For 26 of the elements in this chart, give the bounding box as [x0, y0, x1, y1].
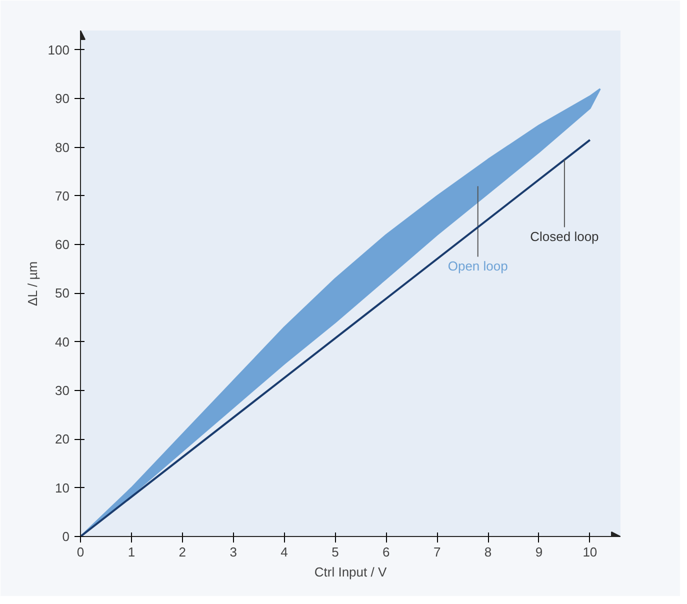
x-tick-label: 3: [230, 544, 237, 560]
y-tick-label: 30: [55, 383, 70, 398]
x-tick-label: 4: [280, 544, 288, 560]
x-tick-label: 6: [382, 544, 390, 560]
y-tick-label: 40: [55, 334, 70, 350]
y-tick-label: 60: [55, 237, 70, 252]
y-tick-label: 0: [62, 529, 70, 544]
x-tick-label: 2: [178, 544, 186, 560]
x-tick-label: 8: [484, 544, 492, 560]
y-tick-label: 50: [55, 286, 70, 301]
x-tick-label: 7: [433, 544, 441, 560]
x-tick-label: 10: [582, 544, 598, 560]
text: Closed loop: [530, 229, 599, 244]
text: Open loop: [448, 258, 508, 274]
x-axis-title: Ctrl Input / V: [314, 564, 387, 580]
x-tick-label: 5: [332, 544, 339, 560]
y-tick-label: 20: [55, 432, 70, 447]
y-tick-label: 10: [55, 480, 70, 496]
y-tick-label: 70: [55, 188, 70, 204]
y-tick-label: 80: [55, 140, 70, 155]
y-tick-label: 100: [48, 42, 70, 58]
x-tick-label: 9: [535, 544, 543, 560]
y-axis-title: ΔL / µm: [24, 261, 40, 306]
x-tick-label: 0: [76, 544, 84, 560]
y-tick-label: 90: [55, 91, 70, 106]
x-tick-label: 1: [128, 544, 136, 560]
